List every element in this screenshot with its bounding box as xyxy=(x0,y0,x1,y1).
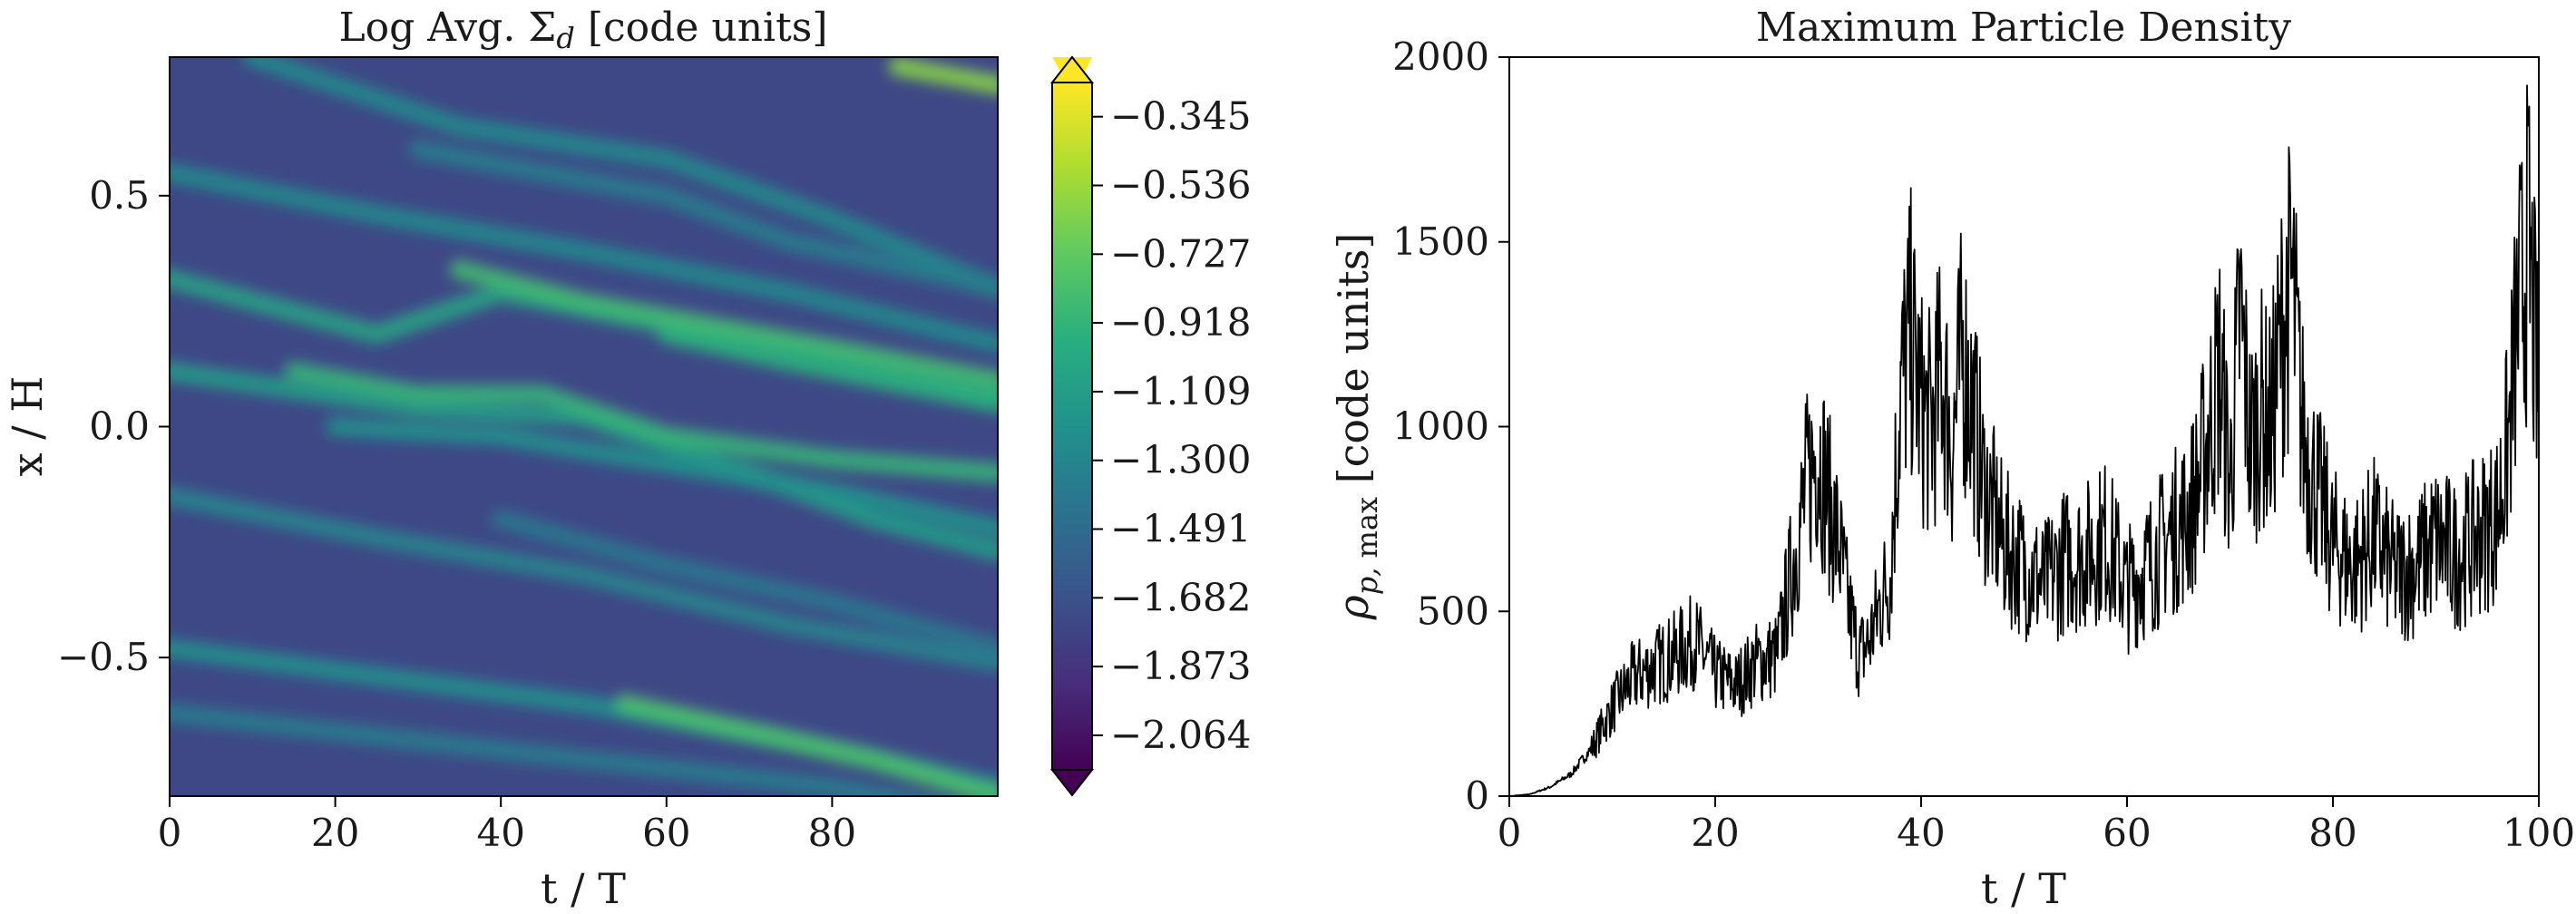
line-y-tick-label: 1500 xyxy=(1392,219,1489,264)
colorbar-tick-label: −0.536 xyxy=(1110,163,1251,208)
heatmap-x-tick-label: 60 xyxy=(642,811,690,855)
heatmap-filament xyxy=(170,168,998,348)
heatmap-xlabel: t / T xyxy=(541,864,626,913)
line-x-tick-label: 20 xyxy=(1691,811,1739,855)
heatmap-filament xyxy=(170,491,998,667)
heatmap-filament xyxy=(661,329,998,408)
colorbar: −0.345 −0.536 −0.727 −0.918 −1.109 −1.300 −1.4… xyxy=(1049,55,1251,797)
heatmap-filament xyxy=(330,422,998,533)
heatmap-filaments xyxy=(170,57,998,796)
heatmap-y-tick-label: 0.5 xyxy=(89,173,150,218)
heatmap-filament xyxy=(170,708,903,796)
line-x-tick-label: 60 xyxy=(2103,811,2151,855)
heatmap-filament xyxy=(288,366,998,478)
heatmap-filament xyxy=(454,265,998,385)
colorbar-tick-label: −1.300 xyxy=(1110,438,1251,482)
heatmap-x-tick-label: 80 xyxy=(808,811,856,855)
heatmap-filament xyxy=(496,514,998,653)
series-line-max-density xyxy=(1509,84,2539,796)
heatmap-ylabel: x / H xyxy=(3,376,52,477)
line-x-tick-label: 80 xyxy=(2308,811,2356,855)
line-x-tick-label: 100 xyxy=(2503,811,2575,855)
heatmap-filament xyxy=(248,57,998,293)
line-y-tick-label: 500 xyxy=(1417,588,1489,633)
heatmap-x-tick-label: 40 xyxy=(476,811,524,855)
colorbar-tick-label: −2.064 xyxy=(1110,713,1251,757)
line-xlabel: t / T xyxy=(1981,864,2066,913)
line-panel: Maximum Particle Density 0 20 40 60 80 100 0 5… xyxy=(1329,5,2575,913)
colorbar-tick-label: −0.727 xyxy=(1110,231,1251,276)
line-x-tick-label: 0 xyxy=(1498,811,1522,855)
heatmap-filament xyxy=(620,699,998,796)
colorbar-tick-label: −0.918 xyxy=(1110,300,1251,345)
line-x-ticks: 0 20 40 60 80 100 xyxy=(1498,796,2575,855)
line-y-tick-label: 0 xyxy=(1465,773,1489,818)
line-x-tick-label: 40 xyxy=(1897,811,1945,855)
colorbar-gradient xyxy=(1051,82,1093,771)
line-title: Maximum Particle Density xyxy=(1756,5,2291,51)
heatmap-title: Log Avg. Σd [code units] xyxy=(338,5,827,55)
line-y-tick-label: 1000 xyxy=(1392,404,1489,449)
heatmap-panel: Log Avg. Σd [code units] 0 20 40 60 80 0.50.… xyxy=(3,5,1251,913)
heatmap-y-tick-label: 0.0 xyxy=(89,404,150,449)
colorbar-ticks: −0.345 −0.536 −0.727 −0.918 −1.109 −1.300 −1.4… xyxy=(1092,94,1251,757)
line-y-tick-label: 2000 xyxy=(1392,34,1489,79)
line-y-ticks: 0 500 1000 1500 2000 xyxy=(1392,34,1509,818)
heatmap-filament xyxy=(413,144,998,293)
heatmap-y-tick-label: −0.5 xyxy=(57,635,150,679)
colorbar-bottom-arrow xyxy=(1049,769,1095,797)
heatmap-x-ticks: 0 20 40 60 80 xyxy=(158,796,856,855)
heatmap-y-ticks: 0.5 0.0 −0.5 xyxy=(57,173,170,679)
heatmap-filament xyxy=(893,62,998,90)
line-ylabel: ρp, max [code units] xyxy=(1329,233,1384,621)
colorbar-tick-label: −1.682 xyxy=(1110,575,1251,619)
colorbar-tick-label: −1.109 xyxy=(1110,369,1251,413)
colorbar-tick-label: −0.345 xyxy=(1110,94,1251,139)
colorbar-tick-label: −1.873 xyxy=(1110,644,1251,688)
heatmap-x-tick-label: 0 xyxy=(158,811,182,855)
heatmap-x-tick-label: 20 xyxy=(311,811,359,855)
colorbar-tick-label: −1.491 xyxy=(1110,507,1251,551)
